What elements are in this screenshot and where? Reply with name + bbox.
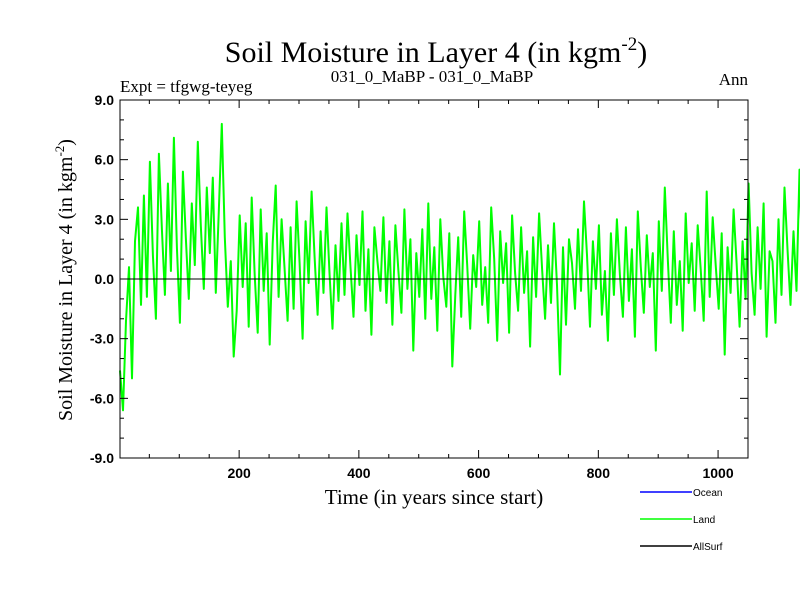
y-tick-label: 9.0 (95, 92, 115, 108)
y-axis-label-close: ) (55, 139, 77, 146)
legend-label-allsurf: AllSurf (693, 542, 723, 553)
series-layer (119, 122, 800, 412)
x-axis-label: Time (in years since start) (325, 485, 544, 509)
x-tick-label: 200 (227, 465, 251, 481)
y-tick-label: -3.0 (90, 331, 114, 347)
y-tick-label: -9.0 (90, 450, 114, 466)
y-tick-label: -6.0 (90, 390, 114, 406)
chart-title-superscript: -2 (621, 34, 637, 55)
legend: Ocean Land AllSurf (640, 488, 723, 553)
x-tick-label: 600 (467, 465, 491, 481)
y-tick-label: 6.0 (95, 152, 115, 168)
y-tick-label: 3.0 (95, 211, 115, 227)
y-tick-label: 0.0 (95, 271, 115, 287)
legend-label-land: Land (693, 515, 715, 526)
y-axis-label: Soil Moisture in Layer 4 (in kgm-2) (52, 139, 77, 421)
series-land-line (119, 122, 800, 412)
subtitle-right: Ann (719, 70, 749, 89)
x-tick-label: 1000 (702, 465, 733, 481)
subtitle-left: Expt = tfgwg-teyeg (120, 77, 253, 96)
x-tick-label: 400 (347, 465, 371, 481)
chart-title: Soil Moisture in Layer 4 (in kgm-2) (225, 34, 647, 69)
legend-label-ocean: Ocean (693, 488, 722, 499)
chart-title-close: ) (637, 36, 647, 69)
y-axis-label-superscript: -2 (52, 146, 67, 157)
plot-frame (119, 99, 749, 459)
ticks-layer: -9.0 -6.0 -3.0 0.0 3.0 6.0 9.0 200 400 600 800 1000 (90, 92, 749, 481)
x-tick-label: 800 (587, 465, 611, 481)
subtitle-center: 031_0_MaBP - 031_0_MaBP (331, 67, 533, 86)
